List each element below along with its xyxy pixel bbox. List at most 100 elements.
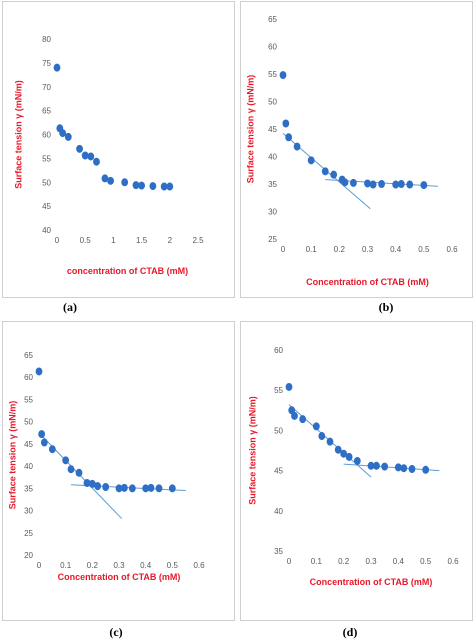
chart-a: 40 45 50 55 60 65 70 75 80 0 0.5 1 1.5 2 2.5 concentrat… xyxy=(13,35,204,276)
y-tick-label-c: 25 xyxy=(24,529,33,538)
x-tick-label-c: 0.3 xyxy=(113,561,125,570)
data-point-d xyxy=(291,411,298,420)
caption-d: (d) xyxy=(342,625,358,639)
data-point-a xyxy=(101,174,109,183)
data-point-a xyxy=(166,182,174,191)
data-point-c xyxy=(115,484,123,493)
x-tick-label-c: 0 xyxy=(37,561,42,570)
y-tick-label-d: 35 xyxy=(274,547,283,556)
y-tick-label-a: 40 xyxy=(42,226,51,235)
y-tick-label-d: 60 xyxy=(274,346,283,355)
chart-d: 35 40 45 50 55 60 0 0.1 0.2 0.3 0.4 0.5 0.6 Concentra… xyxy=(247,346,459,587)
data-point-b xyxy=(293,142,301,151)
data-point-c xyxy=(35,367,43,376)
data-point-c xyxy=(67,465,75,474)
data-point-a xyxy=(53,63,61,72)
y-tick-label-b: 55 xyxy=(268,70,277,79)
x-tick-label-c: 0.1 xyxy=(60,561,72,570)
x-tick-label-b: 0.3 xyxy=(362,245,374,254)
x-tick-label-c: 0.4 xyxy=(140,561,152,570)
x-tick-label-c: 0.2 xyxy=(87,561,99,570)
y-tick-label-d: 45 xyxy=(274,467,283,476)
y-tick-label-c: 20 xyxy=(24,551,33,560)
data-point-a xyxy=(59,129,67,138)
data-point-b xyxy=(321,167,329,176)
data-point-b xyxy=(285,133,293,142)
x-tick-label-d: 0.1 xyxy=(311,557,323,566)
data-point-b xyxy=(406,180,414,189)
data-point-c xyxy=(38,430,46,439)
x-tick-label-d: 0 xyxy=(287,557,292,566)
data-point-c xyxy=(147,483,155,492)
x-axis-title-b: Concentration of CTAB (mM) xyxy=(306,277,429,287)
x-tick-label-a: 2.5 xyxy=(192,236,204,245)
chart-panel-d: 35 40 45 50 55 60 0 0.1 0.2 0.3 0.4 0.5 0.6 Concentra… xyxy=(240,321,473,621)
x-tick-label-d: 0.4 xyxy=(393,557,405,566)
y-tick-label-a: 65 xyxy=(42,107,51,116)
data-point-a xyxy=(121,178,129,187)
x-tick-label-b: 0.6 xyxy=(446,245,458,254)
data-point-b xyxy=(282,119,290,128)
data-point-b xyxy=(307,156,315,165)
x-tick-label-a: 0.5 xyxy=(80,236,92,245)
y-tick-label-a: 55 xyxy=(42,154,51,163)
x-tick-label-d: 0.3 xyxy=(365,557,377,566)
x-tick-label-b: 0.5 xyxy=(418,245,430,254)
caption-c: (c) xyxy=(109,625,123,639)
y-tick-label-b: 35 xyxy=(268,180,277,189)
y-tick-label-a: 45 xyxy=(42,202,51,211)
chart-b: 25 30 35 40 45 50 55 60 65 0 0.1 0.2 0.3 0.4 0.5 0.6 Con… xyxy=(245,15,458,287)
data-point-d xyxy=(326,437,334,446)
x-tick-label-b: 0.4 xyxy=(390,245,402,254)
data-point-a xyxy=(93,157,100,166)
y-tick-label-b: 25 xyxy=(268,235,277,244)
data-point-a xyxy=(76,144,83,153)
x-tick-label-d: 0.2 xyxy=(338,557,350,566)
data-point-d xyxy=(422,465,430,474)
y-tick-label-a: 80 xyxy=(42,35,51,44)
data-point-d xyxy=(408,464,416,473)
data-point-a xyxy=(64,132,72,141)
data-point-d xyxy=(394,463,402,472)
data-point-a xyxy=(87,152,95,161)
data-point-b xyxy=(279,71,287,80)
x-tick-label-b: 0.2 xyxy=(334,245,346,254)
x-axis-title-d: Concentration of CTAB (mM) xyxy=(310,577,433,587)
x-tick-label-a: 0 xyxy=(55,236,60,245)
y-tick-label-a: 50 xyxy=(42,178,51,187)
chart-panel-a: 40 45 50 55 60 65 70 75 80 0 0.5 1 1.5 2 2.5 concentrat… xyxy=(2,1,235,298)
chart-panel-c: 20 25 30 35 40 45 50 55 60 65 0 0.1 0.2 0.3 0.4 0.5 0.6 C… xyxy=(2,321,235,621)
data-point-d xyxy=(318,432,326,441)
data-point-b xyxy=(330,170,338,179)
y-tick-label-c: 60 xyxy=(24,373,33,382)
data-point-c xyxy=(62,456,70,465)
y-axis-title-a: Surface tension γ (mN/m) xyxy=(13,80,23,189)
y-tick-label-b: 40 xyxy=(268,153,277,162)
data-point-a xyxy=(81,151,89,160)
y-tick-label-b: 50 xyxy=(268,98,277,107)
y-tick-label-c: 30 xyxy=(24,507,33,516)
data-point-d xyxy=(373,461,380,470)
y-tick-label-d: 40 xyxy=(274,507,283,516)
data-point-b xyxy=(341,178,349,187)
y-tick-label-c: 50 xyxy=(24,418,33,427)
chart-c: 20 25 30 35 40 45 50 55 60 65 0 0.1 0.2 0.3 0.4 0.5 0.6 C… xyxy=(7,351,205,582)
data-point-b xyxy=(369,180,377,189)
x-tick-label-b: 0 xyxy=(281,245,286,254)
y-tick-label-d: 50 xyxy=(274,426,283,435)
x-axis-title-a: concentration of CTAB (mM) xyxy=(67,266,188,276)
y-tick-label-c: 55 xyxy=(24,395,33,404)
data-point-b xyxy=(378,180,385,188)
data-point-b xyxy=(420,181,428,190)
data-point-a xyxy=(160,182,168,191)
data-point-c xyxy=(40,438,48,447)
data-point-a xyxy=(107,176,114,185)
data-point-d xyxy=(381,462,389,471)
y-axis-title-d: Surface tension γ (mN/m) xyxy=(247,396,257,505)
data-point-b xyxy=(397,180,405,188)
y-tick-label-b: 65 xyxy=(268,15,277,24)
x-tick-label-a: 1.5 xyxy=(136,236,148,245)
y-tick-label-c: 35 xyxy=(24,484,33,493)
data-point-c xyxy=(155,484,163,493)
data-point-c xyxy=(48,445,56,454)
